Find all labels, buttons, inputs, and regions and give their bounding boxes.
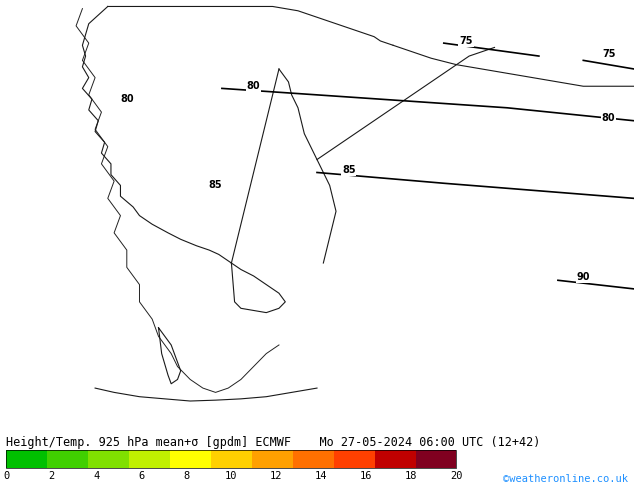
Text: 8: 8 [183, 470, 190, 481]
Text: 20: 20 [450, 470, 463, 481]
Bar [129, 450, 170, 467]
Bar [211, 450, 252, 467]
Bar [48, 450, 88, 467]
Text: 80: 80 [602, 113, 616, 122]
Bar [293, 450, 333, 467]
Bar [252, 450, 293, 467]
Text: 14: 14 [315, 470, 328, 481]
Text: 18: 18 [405, 470, 418, 481]
Text: 12: 12 [270, 470, 283, 481]
Text: 6: 6 [138, 470, 145, 481]
Text: Height/Temp. 925 hPa mean+σ [gpdm] ECMWF    Mo 27-05-2024 06:00 UTC (12+42): Height/Temp. 925 hPa mean+σ [gpdm] ECMWF… [6, 436, 541, 449]
Text: 90: 90 [576, 272, 590, 282]
Text: 16: 16 [360, 470, 373, 481]
Text: 85: 85 [209, 180, 223, 191]
Bar [415, 450, 456, 467]
Text: 0: 0 [3, 470, 10, 481]
Text: 75: 75 [459, 36, 473, 46]
Bar [375, 450, 415, 467]
Text: 4: 4 [93, 470, 100, 481]
Text: ©weatheronline.co.uk: ©weatheronline.co.uk [503, 474, 628, 484]
Text: 80: 80 [120, 94, 134, 104]
Text: 2: 2 [48, 470, 55, 481]
Text: 85: 85 [342, 165, 356, 175]
Text: 10: 10 [225, 470, 238, 481]
Text: 80: 80 [247, 81, 261, 91]
Bar [170, 450, 211, 467]
Bar [6, 450, 456, 467]
Bar [333, 450, 375, 467]
Bar [6, 450, 48, 467]
Bar [88, 450, 129, 467]
Text: 75: 75 [602, 49, 616, 59]
